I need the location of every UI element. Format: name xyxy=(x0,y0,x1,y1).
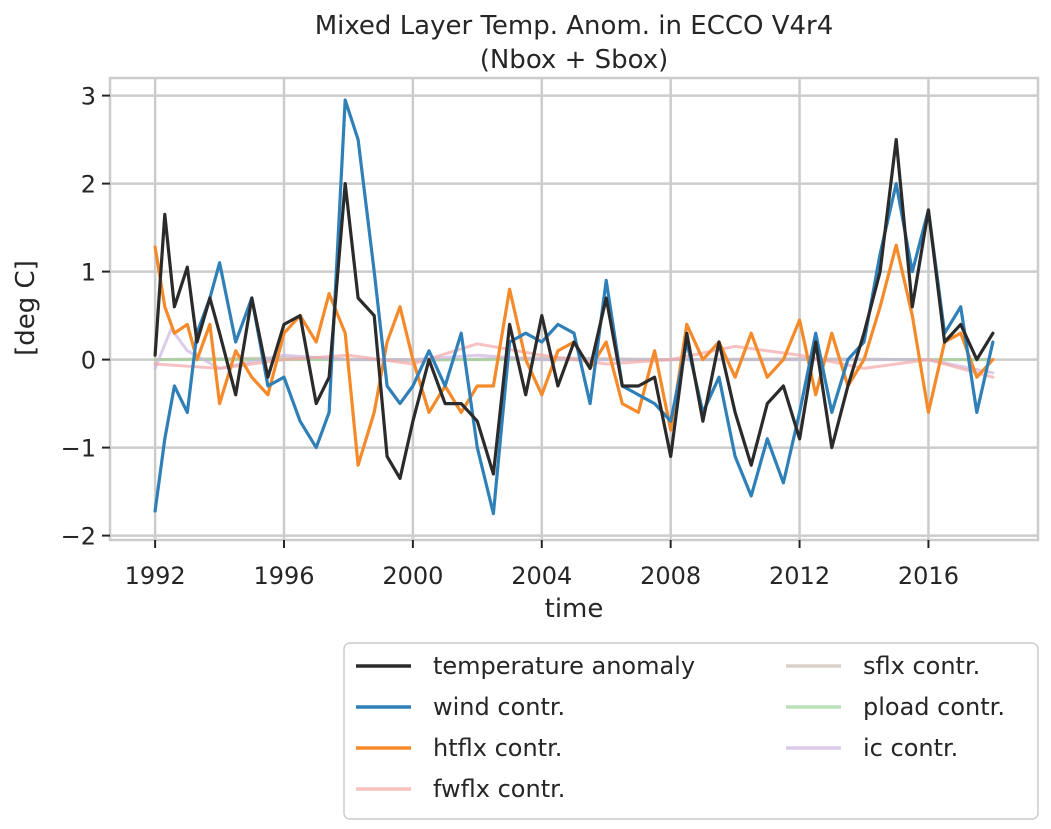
legend-label: ic contr. xyxy=(863,734,958,762)
series-line-wind-contr xyxy=(153,98,995,516)
y-axis-label: [deg C] xyxy=(11,260,41,356)
x-tick-label: 2012 xyxy=(769,562,830,590)
chart-subtitle: (Nbox + Sbox) xyxy=(480,45,669,75)
x-axis-label: time xyxy=(545,594,604,624)
series-layer xyxy=(153,98,995,516)
legend-label: wind contr. xyxy=(433,693,565,721)
legend-label: pload contr. xyxy=(863,693,1005,721)
y-tick-label: −1 xyxy=(61,435,96,463)
plot-frame xyxy=(108,76,1040,542)
chart-title: Mixed Layer Temp. Anom. in ECCO V4r4 xyxy=(315,11,834,41)
legend-label: sflx contr. xyxy=(863,652,980,680)
x-tick-label: 2000 xyxy=(382,562,443,590)
legend-label: htflx contr. xyxy=(433,734,562,762)
x-tick-label: 2008 xyxy=(640,562,701,590)
legend-label: fwflx contr. xyxy=(433,775,565,803)
series-line-temperature-anomaly xyxy=(153,138,995,480)
legend-box xyxy=(343,642,1039,820)
ticks: 1992 1996 2000 2004 2008 2012 2016 −2 −1 0 1 2 3 xyxy=(61,83,959,590)
y-tick-label: 3 xyxy=(81,83,96,111)
x-tick-label: 2004 xyxy=(511,562,572,590)
x-tick-label: 1992 xyxy=(125,562,186,590)
legend-label: temperature anomaly xyxy=(433,652,695,680)
y-tick-label: 0 xyxy=(81,347,96,375)
y-tick-label: 2 xyxy=(81,171,96,199)
x-tick-label: 2016 xyxy=(898,562,959,590)
y-tick-label: 1 xyxy=(81,259,96,287)
legend: temperature anomaly wind contr. htflx cont… xyxy=(343,642,1039,820)
x-tick-label: 1996 xyxy=(253,562,314,590)
y-tick-label: −2 xyxy=(61,523,96,551)
